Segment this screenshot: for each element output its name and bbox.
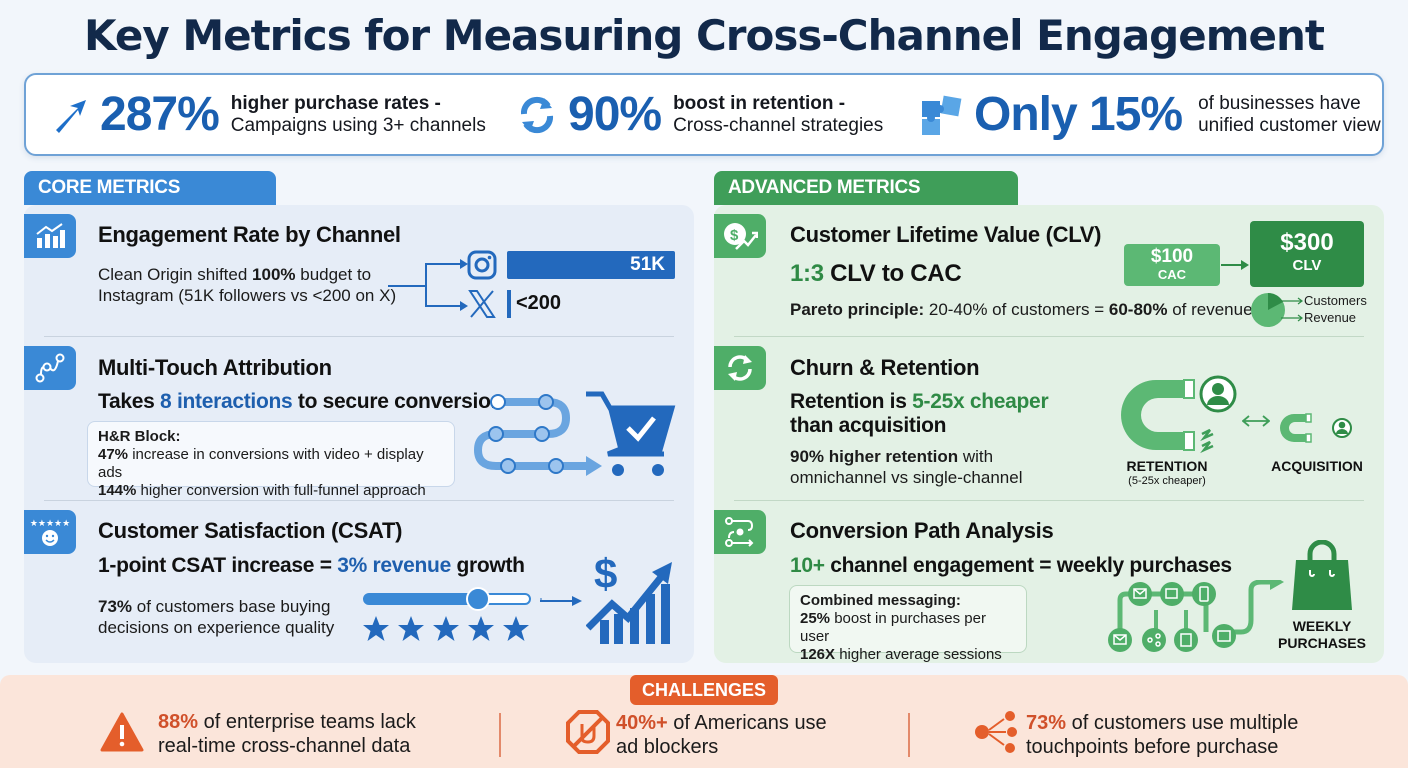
acquisition-magnet-icon [1280,410,1352,451]
trend-arrow-icon [52,96,90,134]
double-arrow-icon [1241,414,1271,433]
engagement-text: Clean Origin shifted 100% budget to Inst… [98,265,397,305]
touchpoints-icon [974,710,1018,759]
csat-title: Customer Satisfaction (CSAT) [98,518,403,543]
chart-growth-icon [24,214,76,258]
stat-bold: higher purchase rates - [230,92,441,114]
stats-banner: 287% higher purchase rates - Campaigns us… [24,73,1384,156]
conversion-title: Conversion Path Analysis [790,518,1054,543]
arrow-right-icon [540,594,582,612]
stat-text: unified customer view [1198,114,1381,136]
channel-flow-diagram [1106,574,1306,659]
csat-text: 73% of customers base buying decisions o… [98,597,335,637]
journey-path-icon [468,388,678,488]
separator [499,713,501,757]
instagram-bar: 51K [507,251,675,279]
csat-subtitle: 1-point CSAT increase = 3% revenue growt… [98,554,525,577]
warning-icon [100,712,144,757]
satisfaction-slider [362,587,542,652]
challenge-item: 88% of enterprise teams lack real-time cr… [100,710,416,758]
divider [44,500,674,501]
stat-unified-view: Only 15% of businesses have unified custo… [920,75,1381,154]
hr-block-callout: H&R Block: 47% increase in conversions w… [87,421,455,499]
shopping-bag-icon [1290,539,1354,617]
svg-text:$: $ [594,550,617,597]
refresh-icon [516,94,558,136]
branch-arrows [388,259,468,311]
x-bar [507,290,511,318]
acquisition-label: ACQUISITION [1271,458,1363,474]
core-metrics-tab: CORE METRICS SECTION [24,171,276,232]
retention-label: RETENTION [1126,458,1208,474]
combined-messaging-callout: Combined messaging: 25% boost in purchas… [789,585,1027,663]
churn-title: Churn & Retention [790,355,980,380]
divider [734,500,1364,501]
weekly-purchases-label: WEEKLY PURCHASES [1278,618,1366,651]
dollar-growth-icon: $ [714,214,766,258]
challenge-item: 73% of customers use multiple touchpoints… [974,710,1298,759]
stat-retention: 90% boost in retention - Cross-channel st… [516,75,883,154]
clv-title: Customer Lifetime Value (CLV) [790,222,1102,247]
pareto-pie-chart [1250,292,1310,337]
retention-magnet-icon [1118,372,1248,463]
path-nodes-icon [24,346,76,390]
stat-text: Campaigns using 3+ channels [230,114,486,136]
refresh-icon [714,346,766,390]
stat-bold: boost in retention - [673,92,846,114]
arrow-right-icon [1221,258,1249,276]
divider [734,336,1364,337]
churn-text: 90% higher retention with omnichannel vs… [790,447,1023,487]
ad-block-icon [566,710,610,759]
separator [908,713,910,757]
revenue-growth-icon: $ [585,548,676,651]
svg-text:$: $ [730,227,739,244]
challenges-tab: CHALLENGES [630,675,778,705]
conversion-subtitle: 10+ channel engagement = weekly purchase… [790,554,1232,577]
stat-value: 90% [568,88,662,141]
stat-text: of businesses have [1198,92,1361,114]
stat-value: Only 15% [974,88,1183,141]
attribution-subtitle: Takes 8 interactions to secure conversio… [98,390,504,413]
instagram-icon [467,250,497,285]
x-bar-label: <200 [516,292,562,314]
divider [44,336,674,337]
advanced-metrics-tab: ADVANCED METRICS SECTION [714,171,1018,232]
attribution-title: Multi-Touch Attribution [98,355,332,380]
challenge-item: 40%+ of Americans use ad blockers [566,710,827,759]
cac-box: $100 CAC [1124,244,1220,286]
clv-ratio: 1:3 CLV to CAC [790,260,962,287]
puzzle-icon [920,93,964,137]
smiley-rating-icon: ★★★★★ [24,510,76,554]
pie-legend: Customers Revenue [1304,293,1367,325]
conversion-path-icon [714,510,766,554]
churn-subtitle: Retention is 5-25x cheaper than acquisit… [790,390,1049,437]
star-rating [362,614,534,649]
retention-note: (5-25x cheaper) [1128,475,1206,487]
engagement-title: Engagement Rate by Channel [98,222,401,247]
page-title: Key Metrics for Measuring Cross-Channel … [84,11,1325,60]
x-twitter-icon [467,289,497,324]
stat-text: Cross-channel strategies [673,114,884,136]
stat-purchase-rates: 287% higher purchase rates - Campaigns us… [52,75,486,154]
stat-value: 287% [100,88,220,141]
clv-box: $300 CLV [1250,221,1364,287]
pareto-text: Pareto principle: 20-40% of customers = … [790,300,1253,319]
